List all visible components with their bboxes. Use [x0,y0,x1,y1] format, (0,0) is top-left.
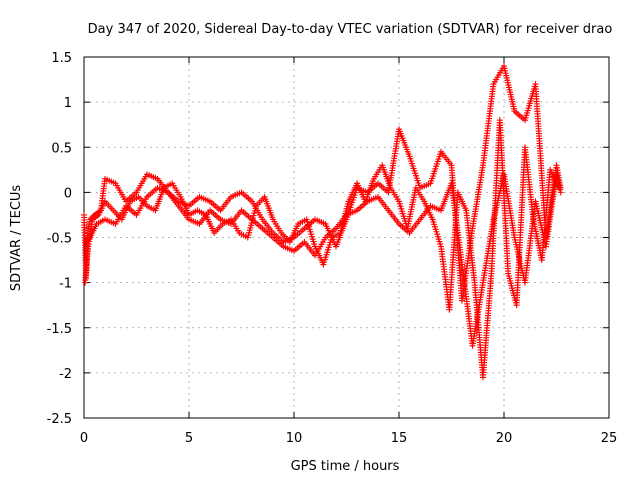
y-tick-label: 1.5 [51,51,72,66]
chart-title: Day 347 of 2020, Sidereal Day-to-day VTE… [88,22,613,37]
x-tick-label: 25 [601,431,618,446]
y-tick-label: -2.5 [47,412,72,427]
x-tick-label: 5 [185,431,193,446]
axis-ticks: 0 5 10 15 20 25 -2.5 -2 -1.5 -1 -0.5 0 0.5 1 1.5 [47,51,618,446]
data-point [557,189,564,196]
data-point [555,184,562,191]
y-tick-label: 0.5 [51,141,72,156]
x-tick-label: 20 [496,431,513,446]
data-points [81,63,564,381]
y-tick-label: -2 [59,367,72,382]
y-tick-label: -1.5 [47,322,72,337]
y-tick-label: -1 [59,277,72,292]
y-tick-label: 1 [64,96,72,111]
y-tick-label: 0 [64,186,72,201]
x-tick-label: 10 [286,431,303,446]
series-arc-c [82,117,562,381]
x-axis-label: GPS time / hours [291,459,400,474]
x-tick-label: 0 [80,431,88,446]
x-tick-label: 15 [391,431,408,446]
y-axis-label: SDTVAR / TECUs [9,185,24,292]
y-tick-label: -0.5 [47,232,72,247]
